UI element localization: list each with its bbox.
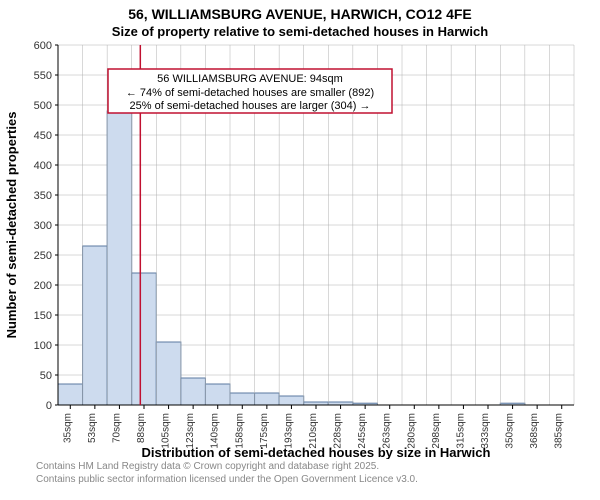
x-tick-label: 193sqm	[283, 413, 294, 449]
y-tick-label: 50	[40, 370, 52, 382]
x-tick-label: 88sqm	[136, 413, 147, 443]
y-tick-label: 100	[34, 340, 52, 352]
y-tick-label: 600	[34, 40, 52, 52]
histogram-bar	[205, 384, 230, 405]
x-tick-label: 245sqm	[357, 413, 368, 449]
y-tick-label: 400	[34, 160, 52, 172]
footnote-line-1: Contains HM Land Registry data © Crown c…	[36, 461, 600, 474]
y-tick-label: 450	[34, 130, 52, 142]
x-tick-label: 175sqm	[259, 413, 270, 449]
annotation-line-3: 25% of semi-detached houses are larger (…	[130, 100, 371, 112]
x-tick-label: 263sqm	[382, 413, 393, 449]
histogram-bar	[83, 246, 108, 405]
x-tick-label: 333sqm	[480, 413, 491, 449]
x-tick-label: 35sqm	[62, 413, 73, 443]
y-tick-label: 500	[34, 100, 52, 112]
x-tick-label: 70sqm	[111, 413, 122, 443]
footnote: Contains HM Land Registry data © Crown c…	[0, 461, 600, 486]
annotation-line-1: 56 WILLIAMSBURG AVENUE: 94sqm	[157, 73, 343, 85]
x-tick-label: 368sqm	[529, 413, 540, 449]
y-tick-label: 300	[34, 220, 52, 232]
histogram-bar	[156, 342, 181, 405]
x-tick-label: 53sqm	[87, 413, 98, 443]
histogram-bar	[58, 384, 83, 405]
footnote-line-2: Contains public sector information licen…	[36, 474, 600, 487]
y-tick-label: 350	[34, 190, 52, 202]
x-tick-label: 315sqm	[455, 413, 466, 449]
x-tick-label: 140sqm	[210, 413, 221, 449]
histogram-bar	[255, 393, 280, 405]
histogram-bar	[279, 396, 304, 405]
page-title: 56, WILLIAMSBURG AVENUE, HARWICH, CO12 4…	[0, 6, 600, 22]
x-axis-label: Distribution of semi-detached houses by …	[142, 445, 491, 459]
x-tick-label: 350sqm	[505, 413, 516, 449]
x-tick-label: 158sqm	[234, 413, 245, 449]
x-tick-label: 280sqm	[406, 413, 417, 449]
title-block: 56, WILLIAMSBURG AVENUE, HARWICH, CO12 4…	[0, 0, 600, 39]
y-axis-label: Number of semi-detached properties	[4, 112, 19, 339]
histogram-bar	[181, 378, 206, 405]
histogram-bar	[107, 111, 132, 405]
x-tick-label: 105sqm	[161, 413, 172, 449]
histogram-bar	[230, 393, 255, 405]
histogram-bar	[132, 273, 157, 405]
x-tick-label: 210sqm	[308, 413, 319, 449]
x-tick-label: 385sqm	[554, 413, 565, 449]
y-tick-label: 150	[34, 310, 52, 322]
y-tick-label: 200	[34, 280, 52, 292]
histogram-chart: 0 50 100 150 200 250 300 350 400 450 500 550 600 35sq…	[0, 39, 600, 459]
x-tick-label: 123sqm	[185, 413, 196, 449]
page-subtitle: Size of property relative to semi-detach…	[0, 24, 600, 39]
y-tick-label: 0	[46, 400, 52, 412]
x-tick-label: 228sqm	[333, 413, 344, 449]
annotation-line-2: ← 74% of semi-detached houses are smalle…	[126, 87, 374, 99]
y-tick-label: 250	[34, 250, 52, 262]
x-tick-label: 298sqm	[431, 413, 442, 449]
y-tick-label: 550	[34, 70, 52, 82]
